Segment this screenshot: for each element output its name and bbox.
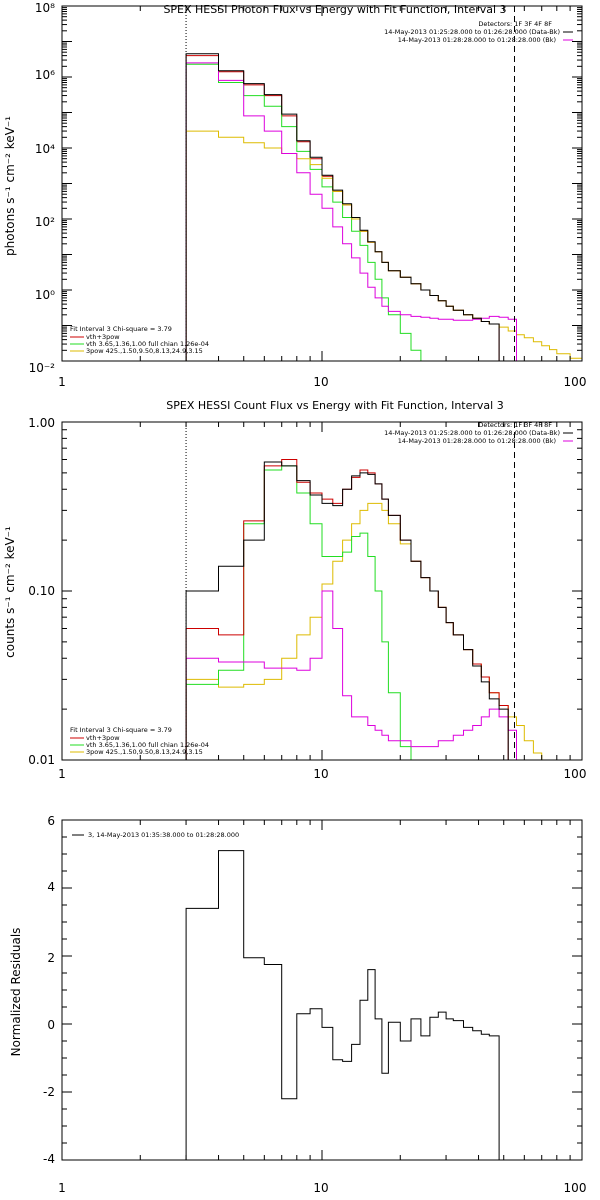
- photon-legend-3pow: 3pow 425.,1.50,9.50,8.13,24.9,3.15: [86, 347, 203, 355]
- count-xtick-label: 10: [313, 767, 328, 781]
- photon-series-group: [185, 53, 583, 362]
- residual-ytick-label: -2: [43, 1085, 55, 1099]
- photon-ytick-label: 10⁶: [35, 68, 55, 82]
- residual-ytick-labels: -4 -2 0 2 4 6: [43, 814, 55, 1166]
- residual-plot-frame: [61, 819, 583, 1161]
- residual-ytick-label: -4: [43, 1152, 55, 1166]
- count-legend-detectors: Detectors: 1F 3F 4F 8F: [478, 421, 552, 429]
- residual-xtick-label: 1: [58, 1181, 66, 1195]
- count-flux-panel: SPEX HESSI Count Flux vs Energy with Fit…: [3, 399, 586, 781]
- photon-vlines: [185, 6, 515, 361]
- photon-series-2: [185, 130, 583, 361]
- photon-legend-top-right: Detectors: 1F 3F 4F 8F 14-May-2013 01:25…: [384, 20, 573, 44]
- photon-flux-title: SPEX HESSI Photon Flux vs Energy with Fi…: [163, 3, 506, 16]
- count-ytick-label: 1.00: [28, 416, 55, 430]
- photon-legend-vth3pow: vth+3pow: [86, 333, 120, 341]
- photon-flux-panel: SPEX HESSI Photon Flux vs Energy with Fi…: [3, 1, 586, 389]
- count-series-3: [185, 459, 509, 760]
- residuals-panel: -4 -2 0 2 4 6 1 10 100 Normalized Residu…: [9, 814, 586, 1195]
- photon-ytick-label: 10²: [35, 215, 55, 229]
- count-legend-vth: vth 3.65,1.36,1.00 full chian 1.26e-04: [86, 741, 209, 749]
- count-series-1: [185, 465, 421, 761]
- count-vlines: [185, 422, 515, 760]
- photon-ytick-label: 10⁻²: [29, 361, 56, 375]
- count-axis-ticks: [61, 421, 583, 761]
- count-legend-fit-interval: Fit Interval 3 Chi-square = 3.79: [70, 726, 172, 734]
- count-legend-top-right: Detectors: 1F 3F 4F 8F 14-May-2013 01:25…: [384, 421, 573, 445]
- photon-legend-vth: vth 3.65,1.36,1.00 full chian 1.26e-04: [86, 340, 209, 348]
- photon-series-1: [185, 63, 430, 362]
- photon-series-3: [185, 62, 517, 361]
- residual-legend: 3, 14-May-2013 01:35:38.000 to 01:28:28.…: [72, 831, 239, 839]
- count-legend-3pow: 3pow 425.,1.50,9.50,8.13,24.9,3.15: [86, 748, 203, 756]
- photon-axis-ticks: [61, 5, 583, 362]
- residual-legend-text: 3, 14-May-2013 01:35:38.000 to 01:28:28.…: [88, 831, 239, 839]
- photon-ytick-label: 10⁰: [35, 288, 55, 302]
- residual-y-axis-label: Normalized Residuals: [9, 928, 23, 1057]
- count-xtick-label: 1: [58, 767, 66, 781]
- count-series-group: [185, 459, 550, 761]
- count-series-2: [185, 590, 517, 760]
- photon-legend-bk: 14-May-2013 01:28:28.000 to 01:28:28.000…: [398, 36, 556, 44]
- photon-ytick-label: 10⁸: [35, 1, 55, 15]
- count-y-axis-label: counts s⁻¹ cm⁻² keV⁻¹: [3, 526, 17, 658]
- photon-ytick-label: 10⁴: [35, 142, 55, 156]
- count-legend-vth3pow: vth+3pow: [86, 734, 120, 742]
- photon-xtick-label: 100: [564, 375, 587, 389]
- count-ytick-label: 0.10: [28, 584, 55, 598]
- residual-xtick-label: 100: [564, 1181, 587, 1195]
- count-series-4: [185, 461, 509, 760]
- photon-legend-data: 14-May-2013 01:25:28.000 to 01:26:28.000…: [384, 28, 560, 36]
- count-xtick-labels: 1 10 100: [58, 767, 586, 781]
- photon-series-4: [185, 53, 500, 361]
- photon-ytick-labels: 10⁻² 10⁰ 10² 10⁴ 10⁶ 10⁸: [29, 1, 56, 375]
- photon-legend-fit-interval: Fit Interval 3 Chi-square = 3.79: [70, 325, 172, 333]
- photon-legend-bottom-left: Fit Interval 3 Chi-square = 3.79 vth+3po…: [70, 325, 209, 355]
- count-ytick-label: 0.01: [28, 753, 55, 767]
- count-xtick-label: 100: [564, 767, 587, 781]
- count-legend-data: 14-May-2013 01:25:28.000 to 01:26:28.000…: [384, 429, 560, 437]
- residual-ytick-label: 0: [47, 1018, 55, 1032]
- residual-ytick-label: 4: [47, 880, 55, 894]
- count-ytick-labels: 0.01 0.10 1.00: [28, 416, 55, 767]
- count-flux-title: SPEX HESSI Count Flux vs Energy with Fit…: [166, 399, 503, 412]
- count-legend-bk: 14-May-2013 01:28:28.000 to 01:28:28.000…: [398, 437, 556, 445]
- residual-ytick-label: 6: [47, 814, 55, 828]
- photon-xtick-labels: 1 10 100: [58, 375, 586, 389]
- photon-y-axis-label: photons s⁻¹ cm⁻² keV⁻¹: [3, 116, 17, 256]
- photon-xtick-label: 1: [58, 375, 66, 389]
- residual-xtick-labels: 1 10 100: [58, 1181, 586, 1195]
- count-legend-bottom-left: Fit Interval 3 Chi-square = 3.79 vth+3po…: [70, 726, 209, 756]
- residual-ytick-label: 2: [47, 951, 55, 965]
- residual-xtick-label: 10: [313, 1181, 328, 1195]
- photon-legend-detectors: Detectors: 1F 3F 4F 8F: [478, 20, 552, 28]
- residual-axis-ticks: [61, 819, 583, 1161]
- residual-series-group: [185, 850, 500, 1160]
- residual-series-0: [185, 850, 500, 1160]
- photon-xtick-label: 10: [313, 375, 328, 389]
